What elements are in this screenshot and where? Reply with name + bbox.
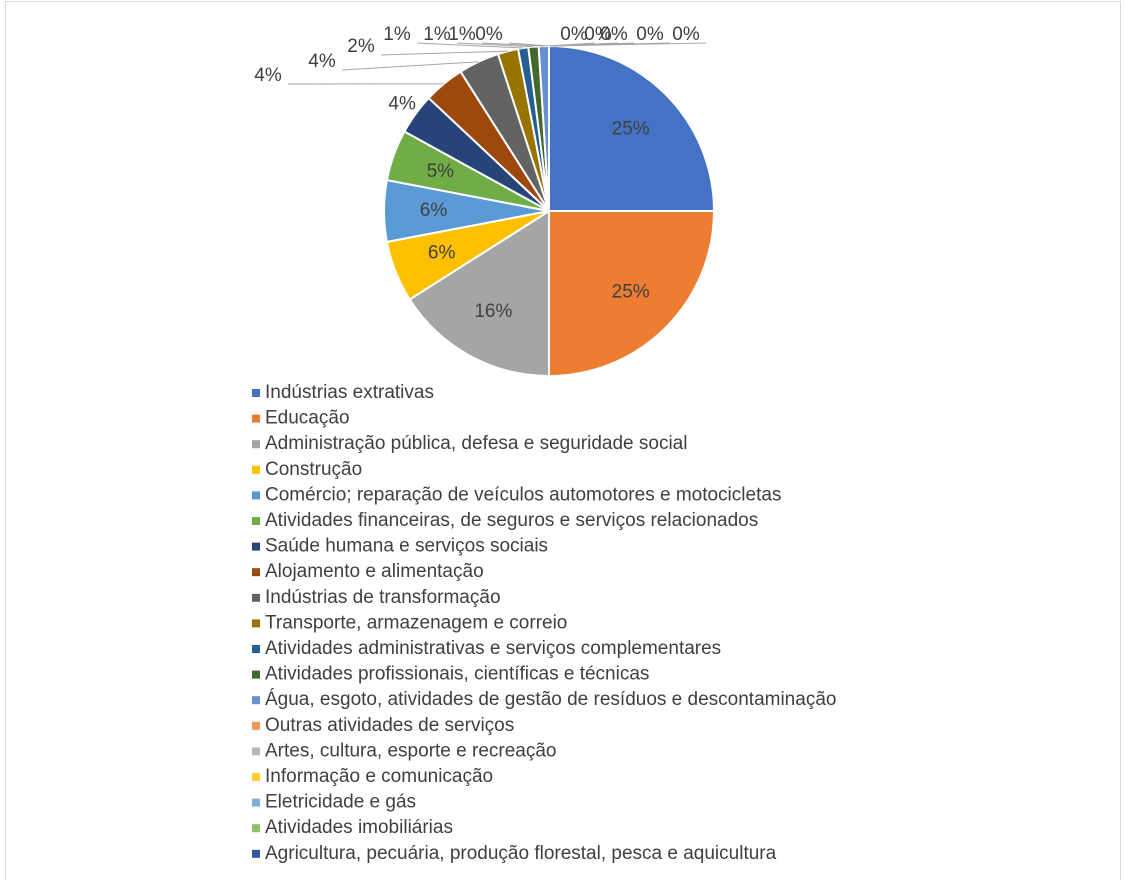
legend-swatch	[252, 824, 260, 833]
data-label: 2%	[347, 36, 375, 57]
legend-swatch	[252, 440, 260, 449]
data-label: 6%	[420, 200, 448, 221]
legend-swatch	[252, 721, 260, 730]
legend-swatch	[252, 670, 260, 679]
data-label: 6%	[428, 243, 456, 264]
legend-swatch	[252, 619, 260, 628]
legend-swatch	[252, 849, 260, 858]
leader-line	[341, 61, 479, 71]
leader-line	[456, 42, 534, 48]
legend-swatch	[252, 798, 260, 807]
legend-label: Transporte, armazenagem e correio	[265, 612, 567, 633]
legend-label: Agricultura, pecuária, produção floresta…	[265, 843, 777, 864]
leader-line	[380, 50, 508, 56]
legend-swatch	[252, 389, 260, 397]
legend-swatch	[252, 465, 260, 474]
legend-label: Atividades administrativas e serviços co…	[265, 638, 721, 659]
legend-label: Atividades imobiliárias	[265, 817, 453, 838]
legend-label: Atividades financeiras, de seguros e ser…	[265, 510, 758, 531]
leader-line	[548, 42, 707, 47]
pie-slice	[548, 210, 716, 378]
legend-swatch	[252, 542, 260, 551]
legend-label: Educação	[265, 408, 350, 429]
data-label: 5%	[427, 161, 455, 182]
legend-label: Alojamento e alimentação	[265, 561, 484, 582]
legend-swatch	[252, 414, 260, 423]
data-label: 25%	[612, 118, 650, 139]
legend-label: Água, esgoto, atividades de gestão de re…	[265, 689, 836, 710]
data-label: 4%	[254, 65, 282, 86]
legend-label: Indústrias extrativas	[265, 382, 434, 403]
pie-slice	[408, 209, 550, 378]
pie-slice	[548, 44, 716, 212]
data-label: 1%	[383, 24, 411, 45]
data-label: 0%	[560, 24, 588, 45]
data-label: 0%	[636, 24, 664, 45]
legend-label: Outras atividades de serviços	[265, 715, 514, 736]
legend-swatch	[252, 773, 260, 781]
legend-swatch	[252, 645, 260, 653]
data-label: 4%	[388, 93, 416, 114]
legend-label: Informação e comunicação	[265, 766, 493, 787]
legend-swatch	[252, 747, 260, 756]
legend-label: Artes, cultura, esporte e recreação	[265, 740, 556, 761]
data-label: 4%	[308, 51, 336, 72]
legend-swatch	[252, 696, 260, 705]
legend-label: Eletricidade e gás	[265, 792, 416, 813]
leader-line	[481, 42, 544, 47]
legend-label: Atividades profissionais, científicas e …	[265, 664, 649, 685]
data-label: 0%	[475, 24, 503, 45]
legend-swatch	[252, 491, 260, 500]
legend-label: Indústrias de transformação	[265, 587, 501, 608]
data-label: 0%	[584, 24, 612, 45]
legend-label: Administração pública, defesa e segurida…	[265, 433, 687, 454]
legend-label: Comércio; reparação de veículos automoto…	[265, 484, 781, 505]
data-label: 0%	[672, 24, 700, 45]
legend-swatch	[252, 517, 260, 525]
leader-line	[508, 42, 550, 47]
data-label: 16%	[474, 301, 512, 322]
legend-swatch	[252, 593, 260, 602]
legend-label: Construção	[265, 459, 362, 480]
data-label: 1%	[448, 24, 476, 45]
data-label: 25%	[612, 282, 650, 303]
legend-swatch	[252, 568, 260, 577]
data-label: 0%	[600, 24, 628, 45]
leader-line	[416, 42, 524, 49]
legend-label: Saúde humana e serviços sociais	[265, 536, 548, 557]
data-label: 1%	[423, 24, 451, 45]
